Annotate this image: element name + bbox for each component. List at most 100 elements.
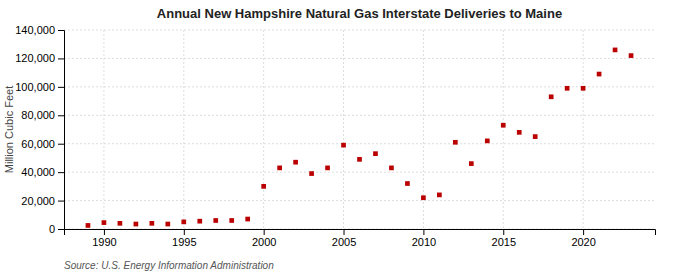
grid [64, 30, 655, 229]
x-axis-line [65, 230, 656, 236]
point [613, 48, 618, 53]
grid-line-y [64, 30, 655, 31]
x-axis-tick: 2020 [571, 229, 595, 248]
y-axis-tick-mark [58, 87, 64, 88]
y-axis-tick-mark [58, 58, 64, 59]
x-axis-tick-mark [344, 229, 345, 235]
title: Annual New Hampshire Natural Gas Interst… [157, 6, 562, 21]
x-axis-tick-label: 2020 [571, 236, 595, 248]
y-axis-tick: 140,000 [15, 24, 64, 36]
point [150, 221, 155, 226]
point [629, 53, 634, 58]
y-axis-tick-label: 100,000 [15, 81, 55, 93]
point [389, 166, 394, 171]
point [357, 157, 362, 162]
x-axis-tick: 1995 [172, 229, 196, 248]
y-axis-tick-label: 120,000 [15, 52, 55, 64]
point [293, 160, 298, 165]
x-axis-tick-label: 1995 [172, 236, 196, 248]
grid-line-y [64, 115, 655, 116]
point [501, 123, 506, 128]
y-axis-tick: 0 [49, 223, 64, 235]
x-axis-tick-label: 2010 [412, 236, 436, 248]
x-axis-tick: 1990 [92, 229, 116, 248]
y-axis: 0 20,000 40,000 60,000 80,000 100,000 120,000 1… [15, 24, 64, 235]
grid-line-x [103, 30, 104, 229]
point [309, 171, 314, 176]
y-axis-tick-mark [58, 229, 64, 230]
y-axis-tick: 60,000 [21, 138, 64, 150]
y-axis-tick-mark [58, 30, 64, 31]
y-axis-tick-mark [58, 201, 64, 202]
point [86, 223, 91, 228]
plot-area: 1990 1995 2000 2005 2010 2015 2020 0 20,000 40,00… [15, 24, 655, 248]
grid-line-y [64, 58, 655, 59]
source: Source: U.S. Energy Information Administ… [64, 260, 274, 271]
x-axis-tick: 2010 [412, 229, 436, 248]
y-axis-tick-label: 60,000 [21, 138, 55, 150]
point [597, 72, 602, 77]
point [453, 140, 458, 145]
grid-line-y [64, 200, 655, 201]
y-axis-tick-mark [58, 144, 64, 145]
grid-line-x [183, 30, 184, 229]
points [86, 48, 634, 228]
point [134, 222, 139, 227]
y-axis-tick-label: 40,000 [21, 166, 55, 178]
y-axis-tick: 100,000 [15, 81, 64, 93]
x-axis-tick-mark [184, 229, 185, 235]
x-axis-tick-mark [264, 229, 265, 235]
point [469, 161, 474, 166]
y-axis-tick-label: 20,000 [21, 195, 55, 207]
point [261, 184, 266, 189]
x-axis-tick-mark [423, 229, 424, 235]
x-axis-tick-label: 2005 [332, 236, 356, 248]
y-axis-tick-label: 80,000 [21, 109, 55, 121]
grid-line-x [263, 30, 264, 229]
y-axis-tick: 40,000 [21, 166, 64, 178]
point [213, 218, 218, 223]
y-axis-tick-label: 140,000 [15, 24, 55, 36]
x-axis-tick: 2015 [492, 229, 516, 248]
point [405, 181, 410, 186]
grid-line-y [64, 172, 655, 173]
grid-line-x [583, 30, 584, 229]
point [229, 218, 234, 223]
point [437, 193, 442, 198]
point [533, 134, 538, 139]
y-axis-tick: 80,000 [21, 109, 64, 121]
point [581, 86, 586, 91]
point [421, 195, 426, 200]
x-axis-tick-mark [104, 229, 105, 235]
grid-line-x [503, 30, 504, 229]
x-axis-tick-label: 2015 [492, 236, 516, 248]
point [118, 221, 123, 226]
y-axis-title: Million Cubic Feet [3, 86, 15, 173]
x-axis: 1990 1995 2000 2005 2010 2015 2020 [65, 229, 656, 248]
y-axis-tick-mark [58, 115, 64, 116]
point [277, 166, 282, 171]
point [102, 220, 107, 225]
point [165, 222, 170, 227]
x-axis-tick-label: 1990 [92, 236, 116, 248]
point [565, 86, 570, 91]
point [197, 219, 202, 224]
point [325, 166, 330, 171]
y-axis-tick-label: 0 [49, 223, 55, 235]
chart: 1990 1995 2000 2005 2010 2015 2020 0 20,000 40,00… [0, 0, 675, 275]
x-axis-tick: 2005 [332, 229, 356, 248]
x-axis-tick-mark [583, 229, 584, 235]
point [245, 217, 250, 222]
y-axis-tick: 20,000 [21, 195, 64, 207]
point [341, 143, 346, 148]
point [373, 151, 378, 156]
point [549, 94, 554, 99]
y-axis-tick-mark [58, 172, 64, 173]
grid-line-y [64, 143, 655, 144]
y-axis-line [58, 31, 65, 230]
y-axis-tick: 120,000 [15, 52, 64, 64]
x-axis-tick-mark [503, 229, 504, 235]
grid-line-x [343, 30, 344, 229]
point [517, 130, 522, 135]
x-axis-tick: 2000 [252, 229, 276, 248]
